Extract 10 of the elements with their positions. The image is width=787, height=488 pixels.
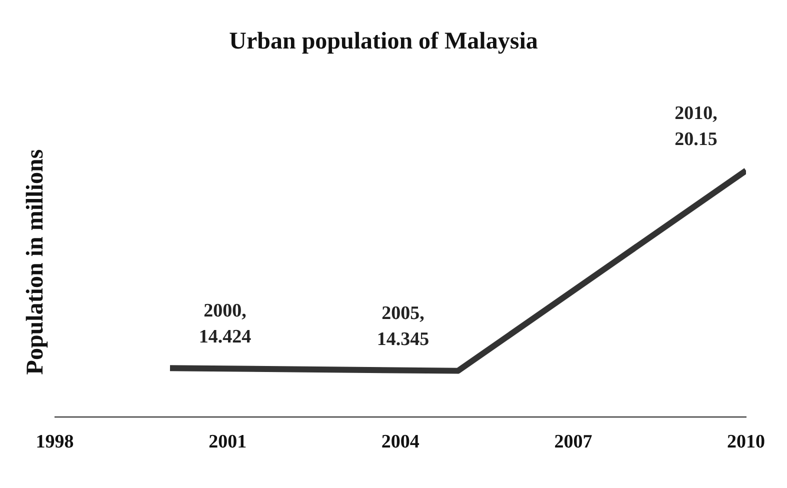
x-tick-label: 2010 <box>727 432 765 453</box>
data-label: 2000, 14.424 <box>198 300 252 348</box>
y-axis-title: Population in millions <box>22 149 49 375</box>
x-tick-label: 2004 <box>381 432 420 453</box>
chart-title: Urban population of Malaysia <box>229 28 538 55</box>
x-tick-label: 2001 <box>208 432 247 453</box>
data-label: 2005, 14.345 <box>376 303 430 350</box>
data-label: 2010, 20.15 <box>674 103 718 150</box>
x-tick-label: 2007 <box>554 432 593 453</box>
x-tick-label: 1998 <box>36 432 74 453</box>
